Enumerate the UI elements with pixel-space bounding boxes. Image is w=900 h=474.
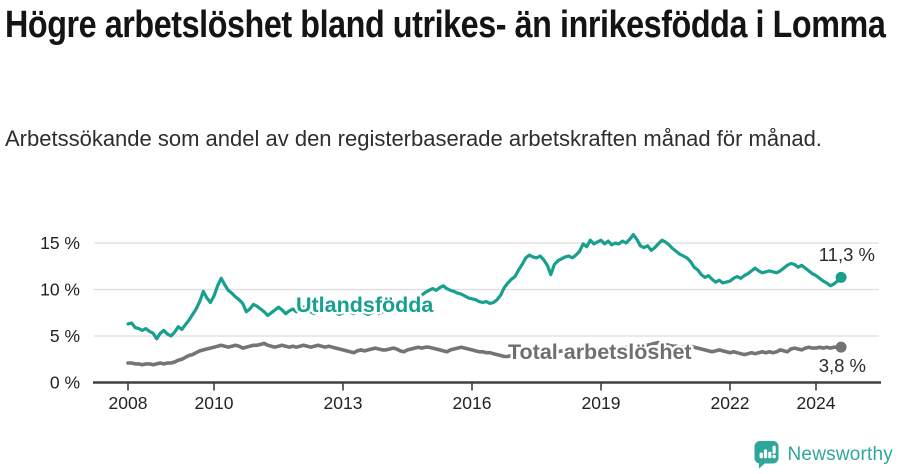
x-tick-label: 2013	[324, 393, 363, 413]
end-value-label-total: 3,8 %	[819, 355, 866, 376]
brand-footer[interactable]: Newsworthy	[753, 440, 893, 469]
end-value-label-utlandsfodda: 11,3 %	[819, 244, 875, 265]
x-tick-label: 2024	[797, 393, 836, 413]
x-tick-label: 2008	[109, 393, 148, 413]
x-tick-label: 2010	[195, 393, 234, 413]
series-end-dot-utlandsfodda	[835, 271, 847, 283]
brand-name: Newsworthy	[787, 443, 893, 465]
y-tick-label: 5 %	[50, 326, 80, 346]
series-label-utlandsfodda: Utlandsfödda	[296, 293, 434, 317]
series-end-dot-total	[835, 341, 847, 353]
page-title: Högre arbetslöshet bland utrikes- än inr…	[5, 4, 886, 46]
y-tick-label: 10 %	[40, 280, 80, 300]
series-label-total: Total arbetslöshet	[508, 340, 692, 364]
newsworthy-logo-icon	[754, 441, 779, 469]
series-line-total	[126, 340, 843, 367]
x-tick-label: 2019	[582, 393, 621, 413]
x-tick-label: 2016	[453, 393, 492, 413]
x-tick-label: 2022	[711, 393, 750, 413]
page-subtitle: Arbetssökande som andel av den registerb…	[5, 126, 822, 151]
series-line-utlandsfodda	[126, 233, 843, 341]
y-tick-label: 0 %	[50, 373, 80, 393]
y-tick-label: 15 %	[40, 233, 80, 253]
